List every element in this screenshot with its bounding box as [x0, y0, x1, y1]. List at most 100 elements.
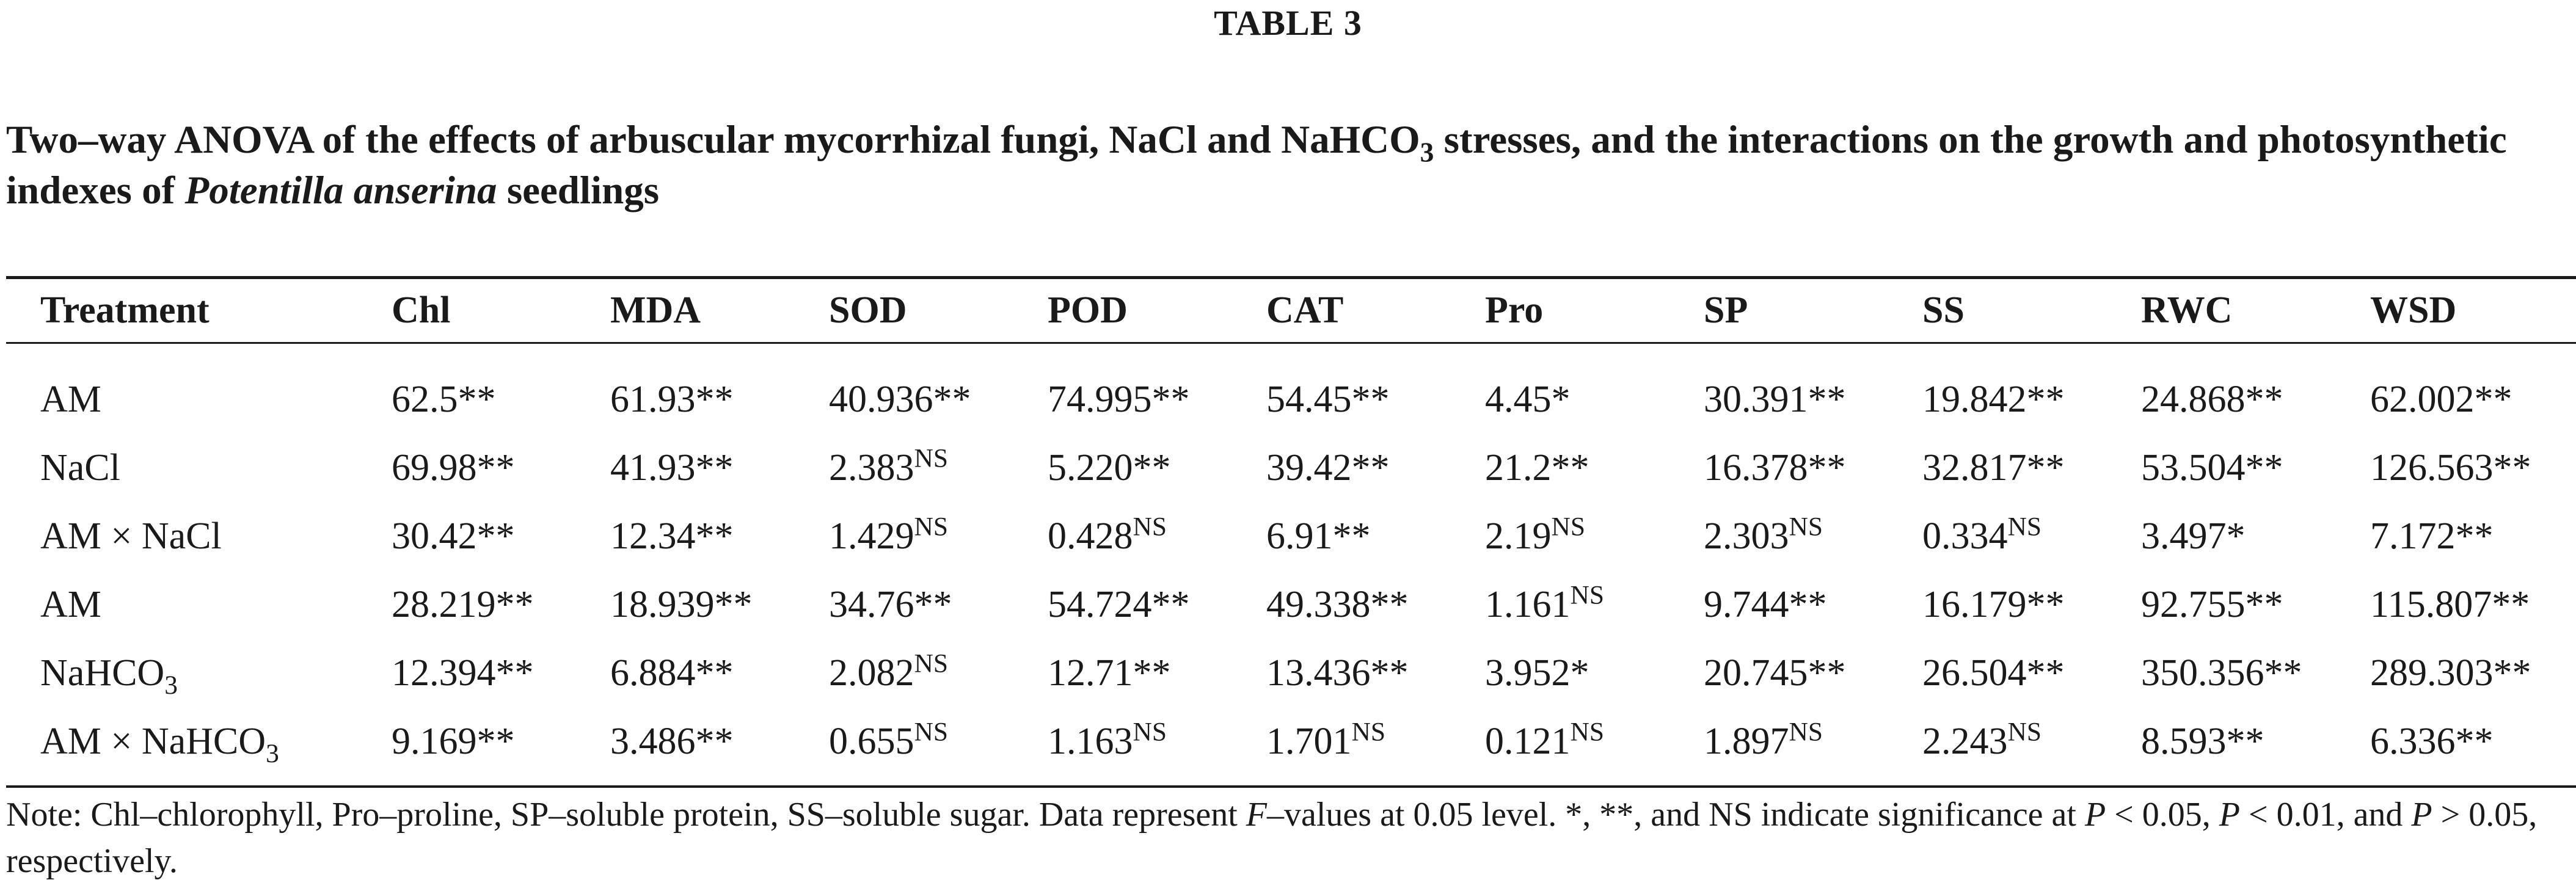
f-value: 0.334: [1922, 515, 2008, 557]
value-cell: 62.5**: [357, 342, 576, 434]
value-cell: 2.383NS: [795, 434, 1013, 502]
value-cell: 16.179**: [1888, 570, 2107, 639]
significance-marker: **: [1551, 446, 1589, 489]
note-text: Note: Chl–chlorophyll, Pro–proline, SP–s…: [6, 796, 1246, 834]
table-body: AM 62.5** 61.93** 40.936** 74.995** 54.45** 4.…: [6, 342, 2576, 776]
significance-marker: **: [914, 583, 952, 625]
note-p-symbol: P: [2084, 796, 2106, 834]
note-text-5: > 0.05, respectively.: [6, 796, 2538, 880]
value-cell: 30.42**: [357, 502, 576, 570]
treatment-label: AM × NaCl: [40, 515, 222, 557]
value-cell: 6.884**: [576, 639, 795, 707]
value-cell: 30.391**: [1669, 342, 1888, 434]
column-header: MDA: [610, 289, 701, 331]
f-value: 1.701: [1266, 720, 1352, 762]
not-significant-marker: NS: [1133, 716, 1167, 746]
significance-marker: **: [2264, 652, 2302, 694]
significance-marker: **: [2455, 720, 2494, 762]
value-cell: 20.745**: [1669, 639, 1888, 707]
f-value: 0.428: [1048, 515, 1133, 557]
column-header: SP: [1704, 289, 1748, 331]
value-cell: 0.655NS: [795, 707, 1013, 776]
value-cell: 12.34**: [576, 502, 795, 570]
f-value: 12.71: [1048, 652, 1133, 694]
value-cell: 53.504**: [2107, 434, 2336, 502]
f-value: 49.338: [1266, 583, 1371, 625]
value-cell: 69.98**: [357, 434, 576, 502]
note-text-2: –values at 0.05 level. *, **, and NS ind…: [1267, 796, 2085, 834]
f-value: 2.243: [1922, 720, 2008, 762]
f-value: 6.91: [1266, 515, 1333, 557]
f-value: 24.868: [2141, 378, 2246, 420]
value-cell: 1.701NS: [1232, 707, 1451, 776]
significance-marker: **: [695, 652, 734, 694]
not-significant-marker: NS: [914, 443, 948, 473]
significance-marker: **: [476, 446, 515, 489]
not-significant-marker: NS: [1570, 580, 1604, 609]
table-label: TABLE 3: [1214, 3, 1362, 43]
significance-marker: **: [1808, 652, 1846, 694]
f-value: 0.121: [1485, 720, 1571, 762]
treatment-label: AM × NaHCO: [40, 720, 266, 762]
significance-marker: **: [495, 583, 534, 625]
significance-marker: *: [1570, 652, 1589, 694]
value-cell: 3.497*: [2107, 502, 2336, 570]
f-value: 20.745: [1704, 652, 1808, 694]
value-cell: 12.394**: [357, 639, 576, 707]
f-value: 1.161: [1485, 583, 1571, 625]
value-cell: 9.744**: [1669, 570, 1888, 639]
column-header: SS: [1922, 289, 1965, 331]
treatment-cell: NaCl: [6, 434, 357, 502]
f-value: 12.34: [610, 515, 696, 557]
value-cell: 2.19NS: [1451, 502, 1669, 570]
value-cell: 40.936**: [795, 342, 1013, 434]
f-value: 115.807: [2370, 583, 2492, 625]
significance-marker: **: [2493, 652, 2531, 694]
f-value: 62.5: [392, 378, 458, 420]
value-cell: 115.807**: [2336, 570, 2576, 639]
note-text-3: < 0.05,: [2106, 796, 2219, 834]
value-cell: 19.842**: [1888, 342, 2107, 434]
not-significant-marker: NS: [1133, 511, 1167, 541]
significance-marker: **: [1133, 446, 1171, 489]
f-value: 32.817: [1922, 446, 2027, 489]
f-value: 53.504: [2141, 446, 2246, 489]
treatment-cell: AM × NaCl: [6, 502, 357, 570]
value-cell: 126.563**: [2336, 434, 2576, 502]
significance-marker: **: [695, 446, 734, 489]
f-value: 54.45: [1266, 378, 1352, 420]
treatment-cell: AM: [6, 342, 357, 434]
f-value: 92.755: [2141, 583, 2246, 625]
f-value: 41.93: [610, 446, 696, 489]
significance-marker: **: [2026, 652, 2065, 694]
f-value: 16.378: [1704, 446, 1808, 489]
significance-marker: *: [2226, 515, 2246, 557]
treatment-subscript: 3: [164, 670, 178, 700]
f-value: 28.219: [392, 583, 496, 625]
value-cell: 61.93**: [576, 342, 795, 434]
f-value: 12.394: [392, 652, 496, 694]
f-value: 289.303: [2370, 652, 2494, 694]
not-significant-marker: NS: [2007, 716, 2041, 746]
value-cell: 24.868**: [2107, 342, 2336, 434]
f-value: 3.952: [1485, 652, 1571, 694]
value-cell: 12.71**: [1013, 639, 1232, 707]
significance-marker: **: [1351, 446, 1390, 489]
f-value: 21.2: [1485, 446, 1552, 489]
table-row: NaCl 69.98** 41.93** 2.383NS 5.220** 39.42** 2…: [6, 434, 2576, 502]
f-value: 39.42: [1266, 446, 1352, 489]
f-value: 8.593: [2141, 720, 2227, 762]
significance-marker: **: [2226, 720, 2264, 762]
value-cell: 0.428NS: [1013, 502, 1232, 570]
header-row: Treatment Chl MDA SOD POD CAT Pro SP SS RWC WSD: [6, 279, 2576, 342]
table-bottom-rule: [6, 785, 2576, 788]
f-value: 0.655: [829, 720, 914, 762]
f-value: 74.995: [1048, 378, 1152, 420]
column-header: SOD: [829, 289, 907, 331]
table-row: AM × NaCl 30.42** 12.34** 1.429NS 0.428NS 6.9…: [6, 502, 2576, 570]
significance-marker: **: [1808, 446, 1846, 489]
anova-table: Treatment Chl MDA SOD POD CAT Pro SP SS RWC WSD AM…: [6, 279, 2576, 776]
treatment-label: AM: [40, 378, 101, 420]
significance-marker: **: [495, 652, 534, 694]
value-cell: 13.436**: [1232, 639, 1451, 707]
